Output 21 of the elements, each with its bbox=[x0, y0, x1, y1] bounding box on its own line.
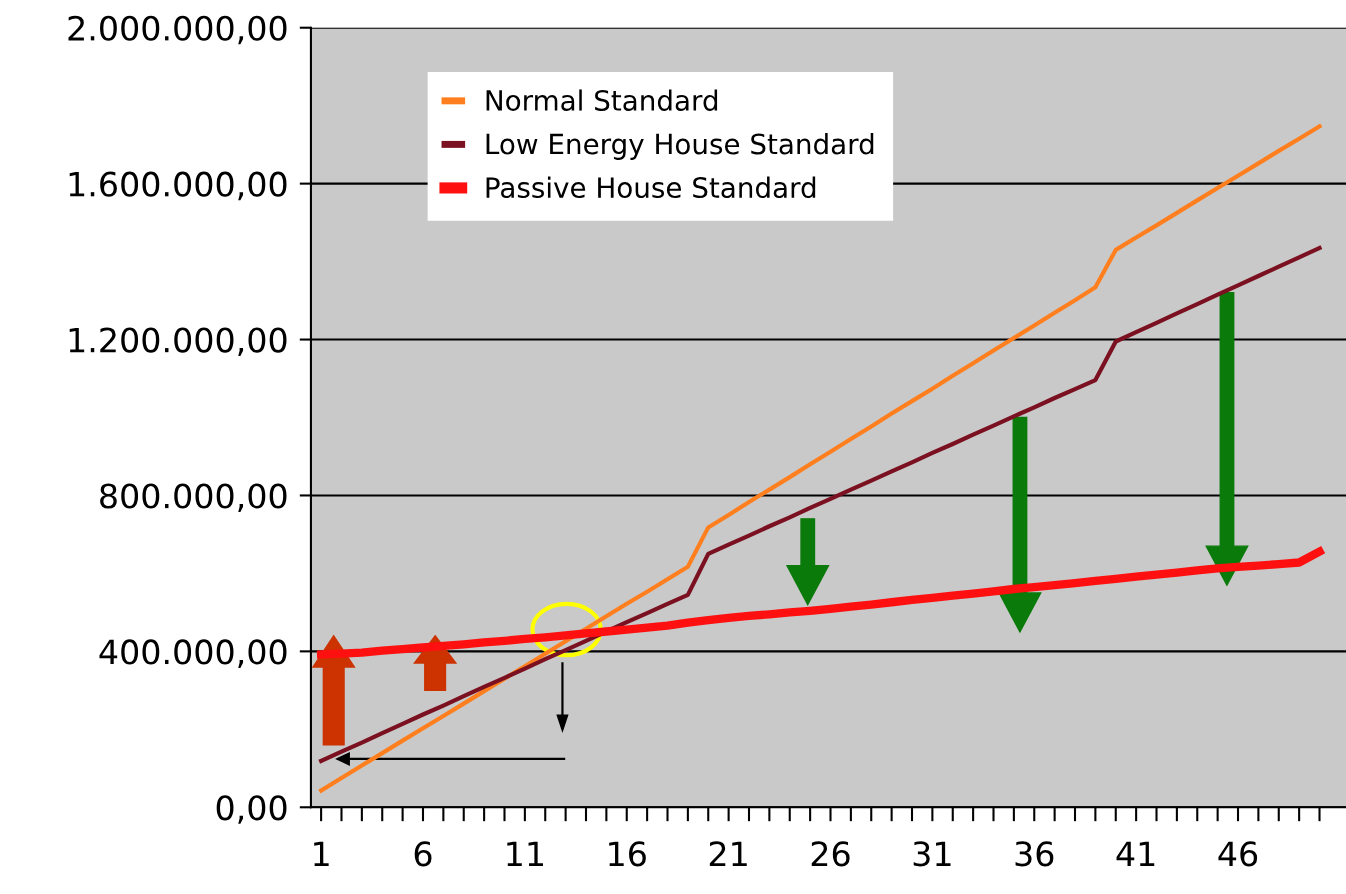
x-tick-label: 11 bbox=[507, 841, 543, 866]
legend-label: Passive House Standard bbox=[486, 176, 816, 199]
line-series bbox=[319, 124, 1322, 793]
x-tick-label: 31 bbox=[913, 841, 951, 867]
y-tick-label: 2.000.000,00 bbox=[68, 15, 287, 45]
y-tick-label: 1.200.000,00 bbox=[69, 327, 287, 357]
y-tick-label: 0,00 bbox=[216, 795, 287, 824]
x-tick-label: 6 bbox=[414, 841, 432, 867]
y-tick-label: 1.600.000,00 bbox=[69, 171, 287, 201]
y-tick-label: 400.000,00 bbox=[99, 639, 287, 668]
x-tick-label: 1 bbox=[314, 841, 329, 866]
x-tick-label: 16 bbox=[609, 841, 646, 867]
x-tick-label: 46 bbox=[1218, 841, 1258, 867]
x-tick-label: 41 bbox=[1116, 841, 1155, 866]
line-series bbox=[319, 245, 1322, 763]
x-tick-label: 21 bbox=[709, 841, 747, 866]
y-tick-label: 800.000,00 bbox=[100, 483, 287, 512]
legend-label: Normal Standard bbox=[486, 89, 718, 111]
x-tick-label: 36 bbox=[1015, 841, 1054, 867]
x-tick-label: 26 bbox=[811, 841, 850, 867]
legend-label: Low Energy House Standard bbox=[486, 133, 874, 160]
